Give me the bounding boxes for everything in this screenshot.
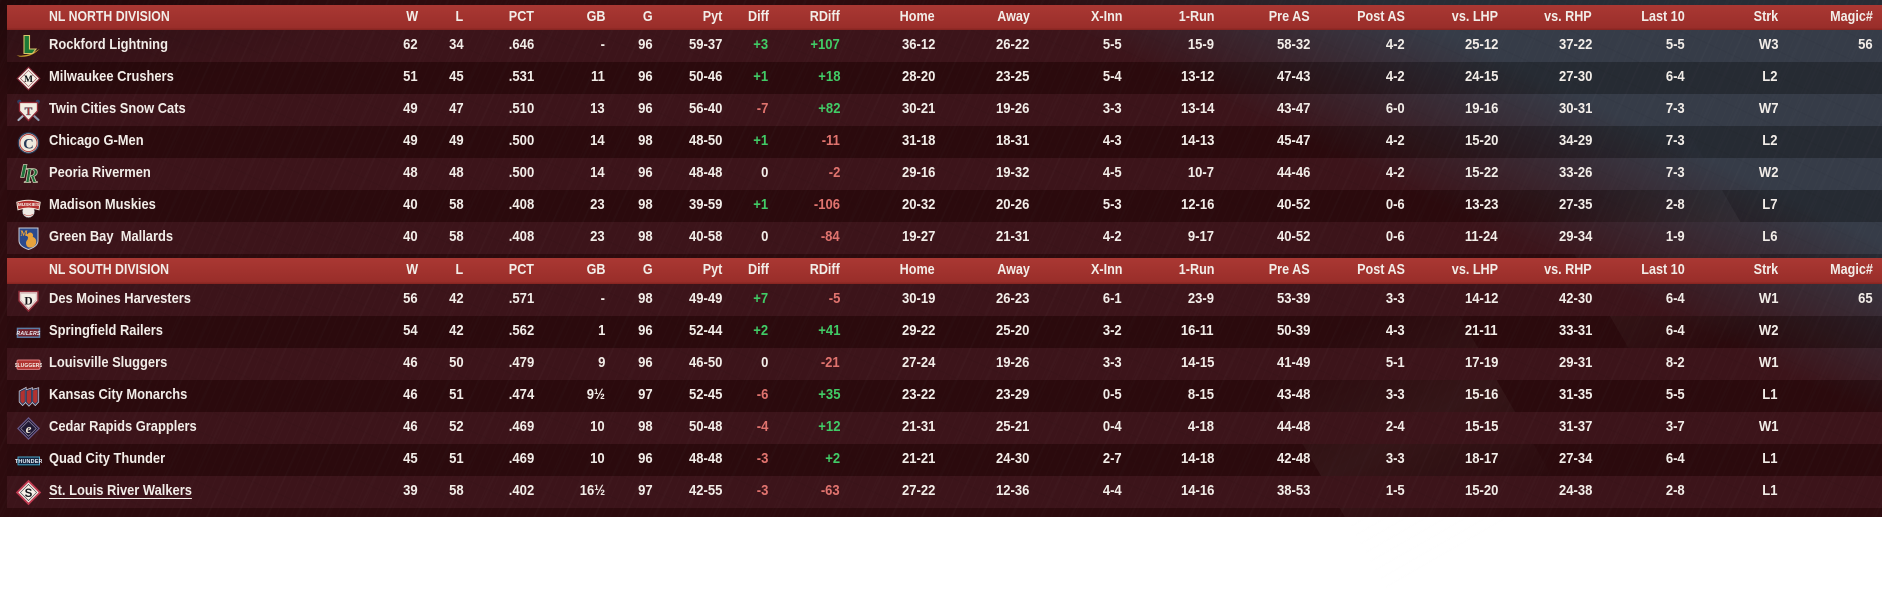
svg-text:MUSKIES: MUSKIES xyxy=(18,202,39,207)
svg-text:SLUGGERS: SLUGGERS xyxy=(15,362,42,368)
svg-text:e: e xyxy=(26,421,32,436)
svg-text:R: R xyxy=(23,163,38,187)
svg-text:RAILERS: RAILERS xyxy=(16,331,41,337)
svg-text:THUNDER: THUNDER xyxy=(15,459,42,465)
svg-text:M: M xyxy=(24,75,33,85)
svg-text:M: M xyxy=(20,229,28,238)
svg-text:C: C xyxy=(23,136,33,152)
svg-text:D: D xyxy=(24,295,32,307)
svg-text:T: T xyxy=(25,105,33,117)
svg-text:S: S xyxy=(25,488,33,500)
